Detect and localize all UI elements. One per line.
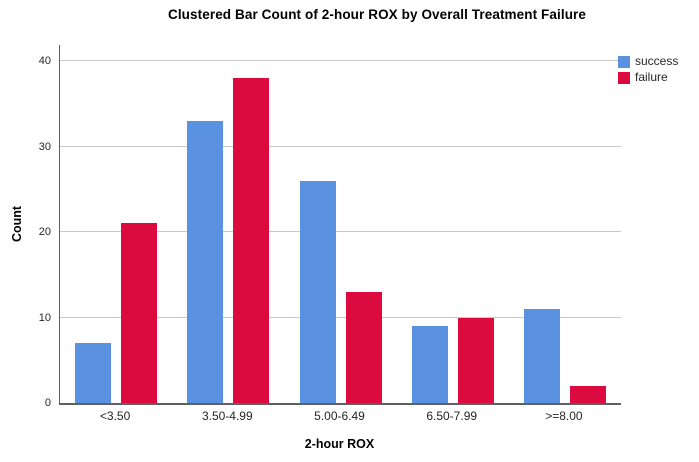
- y-tick-label-40: 40: [38, 55, 51, 67]
- gridline-10: [60, 316, 621, 318]
- x-tick-label-3.50-4.99: 3.50-4.99: [201, 409, 253, 423]
- x-tick-label-6.50-7.99: 6.50-7.99: [426, 409, 478, 423]
- gridline-20: [60, 231, 621, 232]
- plot-area: [59, 45, 621, 405]
- bar-failure-5.00-6.49: [345, 291, 382, 403]
- x-tick-label->=8.00: >=8.00: [545, 409, 583, 423]
- chart-title: Clustered Bar Count of 2-hour ROX by Ove…: [167, 7, 587, 22]
- y-tick-label-0: 0: [44, 397, 51, 409]
- legend-label-success: success: [635, 54, 679, 68]
- bar-failure-3.50-4.99: [233, 78, 270, 403]
- bar-success-<3.50: [75, 343, 112, 403]
- y-tick-label-30: 30: [38, 140, 51, 153]
- legend-item-success: success: [618, 55, 678, 68]
- bar-failure-6.50-7.99: [457, 317, 494, 403]
- x-tick-label-<3.50: <3.50: [99, 409, 131, 423]
- x-tick-label-5.00-6.49: 5.00-6.49: [314, 409, 365, 423]
- legend-label-failure: failure: [635, 70, 668, 84]
- y-axis-title: Count: [10, 205, 24, 243]
- bar-success-6.50-7.99: [411, 326, 448, 403]
- y-tick-label-20: 20: [38, 226, 51, 238]
- bar-failure->=8.00: [569, 385, 606, 403]
- bar-success-5.00-6.49: [299, 180, 336, 403]
- gridline-30: [60, 145, 621, 147]
- legend-item-failure: failure: [618, 71, 678, 84]
- legend-swatch-failure: [618, 71, 630, 84]
- x-axis-title: 2-hour ROX: [304, 437, 375, 451]
- y-tick-label-10: 10: [38, 311, 51, 324]
- bar-success->=8.00: [523, 308, 560, 403]
- legend-swatch-success: [618, 55, 630, 68]
- legend: success failure: [618, 55, 678, 87]
- gridline-40: [60, 60, 621, 61]
- bar-success-3.50-4.99: [187, 120, 224, 403]
- bar-failure-<3.50: [121, 223, 158, 403]
